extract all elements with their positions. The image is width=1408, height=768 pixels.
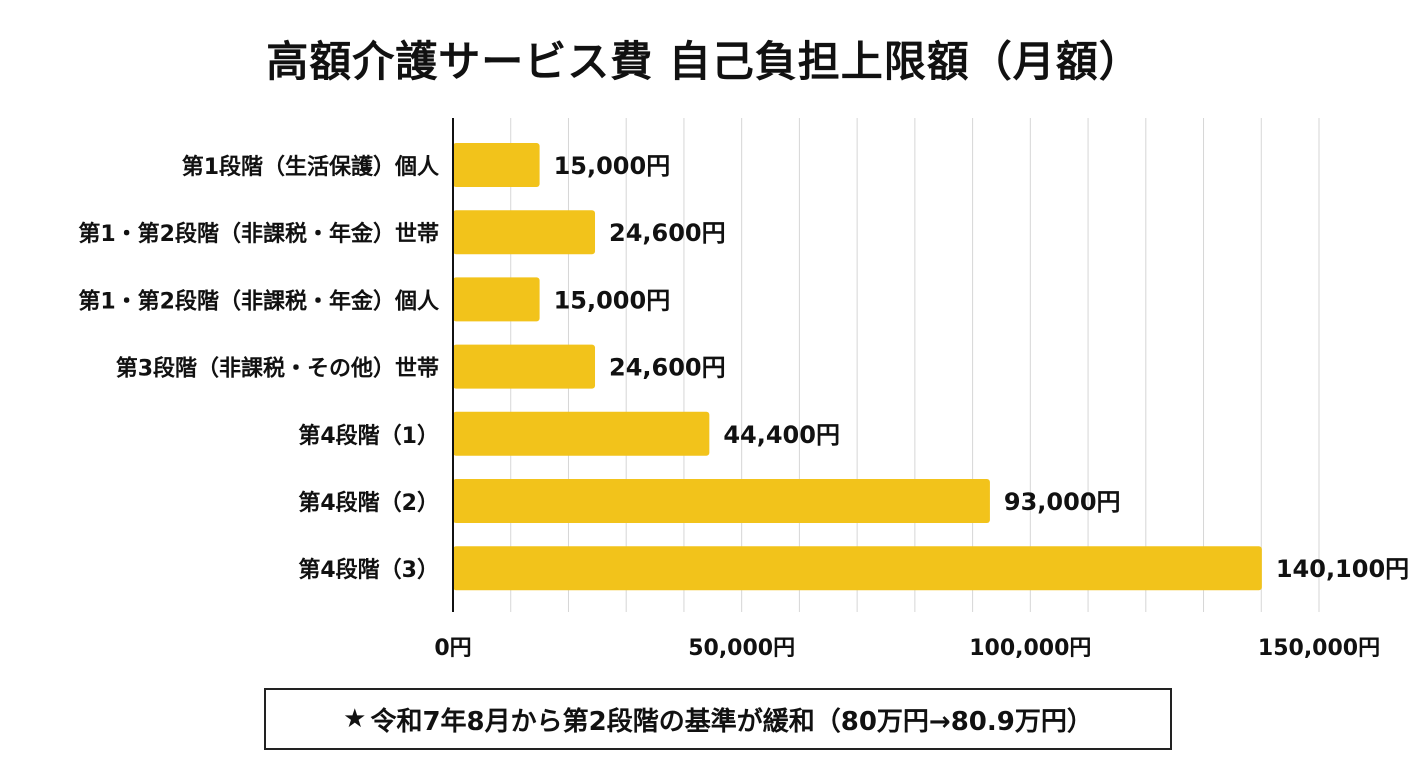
x-tick-label: 150,000円 bbox=[1258, 636, 1380, 661]
bar bbox=[453, 546, 1262, 591]
bar bbox=[453, 344, 596, 389]
bar bbox=[453, 143, 540, 187]
category-label: 第4段階（3） bbox=[298, 557, 439, 583]
star-icon: ★ bbox=[343, 704, 367, 734]
x-tick-label: 100,000円 bbox=[969, 636, 1091, 661]
category-label: 第3段階（非課税・その他）世帯 bbox=[116, 356, 439, 382]
note-text: 令和7年8月から第2段階の基準が緩和（80万円→80.9万円） bbox=[370, 706, 1093, 737]
category-label: 第1・第2段階（非課税・年金）個人 bbox=[78, 288, 439, 314]
value-label: 24,600円 bbox=[609, 219, 726, 247]
category-label: 第4段階（1） bbox=[298, 423, 439, 449]
category-label: 第4段階（2） bbox=[298, 490, 439, 516]
note-box: ★ 令和7年8月から第2段階の基準が緩和（80万円→80.9万円） bbox=[264, 688, 1172, 750]
bar bbox=[453, 411, 710, 456]
x-tick-label: 0円 bbox=[434, 636, 471, 661]
value-label: 44,400円 bbox=[723, 421, 840, 449]
bar bbox=[453, 210, 596, 255]
bar bbox=[453, 479, 990, 523]
value-label: 15,000円 bbox=[554, 152, 671, 180]
bar bbox=[453, 277, 540, 322]
category-label: 第1段階（生活保護）個人 bbox=[182, 154, 439, 180]
x-tick-label: 50,000円 bbox=[688, 636, 795, 661]
bar-chart: 15,000円第1段階（生活保護）個人24,600円第1・第2段階（非課税・年金… bbox=[78, 118, 1408, 661]
value-label: 93,000円 bbox=[1004, 488, 1121, 516]
value-label: 15,000円 bbox=[554, 286, 671, 314]
chart-title: 高額介護サービス費 自己負担上限額（月額） bbox=[266, 37, 1142, 86]
value-label: 140,100円 bbox=[1276, 555, 1408, 583]
value-label: 24,600円 bbox=[609, 354, 726, 382]
category-label: 第1・第2段階（非課税・年金）世帯 bbox=[78, 221, 439, 247]
